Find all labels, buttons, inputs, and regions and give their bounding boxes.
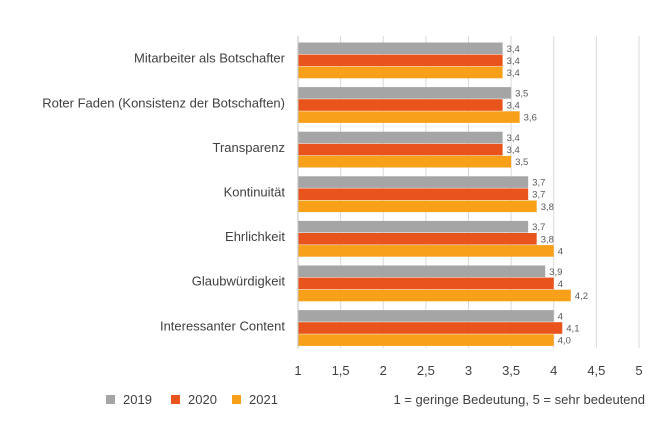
data-label: 3,4 <box>507 145 520 156</box>
legend-item-2021: 2021 <box>232 392 278 407</box>
data-label: 3,4 <box>507 56 520 67</box>
data-label: 3,8 <box>541 234 554 245</box>
bar <box>298 155 512 168</box>
legend-swatch-2021 <box>232 395 241 404</box>
category-label: Transparenz <box>213 140 286 155</box>
bar <box>298 277 554 290</box>
bar <box>298 245 554 257</box>
data-label: 4,1 <box>566 324 579 335</box>
bar <box>298 334 554 346</box>
x-tick-label: 4 <box>550 363 557 378</box>
x-tick-label: 2 <box>380 363 387 378</box>
bar <box>298 233 537 245</box>
bar <box>298 66 503 79</box>
legend-label-2019: 2019 <box>123 392 152 407</box>
bar <box>298 111 520 123</box>
legend-swatch-2020 <box>171 395 180 404</box>
x-tick-label: 1 <box>294 363 301 378</box>
bar <box>298 188 529 200</box>
bar <box>298 99 503 111</box>
legend: 2019 2020 2021 1 = geringe Bedeutung, 5 … <box>0 392 667 412</box>
data-label: 4,0 <box>558 336 571 347</box>
bar <box>298 54 503 67</box>
category-label: Kontinuität <box>224 185 286 200</box>
x-tick-label: 3,5 <box>502 363 520 378</box>
bar <box>298 322 563 334</box>
category-label: Interessanter Content <box>160 318 285 333</box>
data-label: 3,7 <box>532 222 545 233</box>
bar <box>298 220 529 233</box>
category-label: Ehrlichkeit <box>225 229 285 244</box>
bar <box>298 176 529 188</box>
legend-item-2019: 2019 <box>106 392 152 407</box>
legend-label-2020: 2020 <box>188 392 217 407</box>
x-tick-label: 1,5 <box>332 363 350 378</box>
x-tick-label: 3 <box>465 363 472 378</box>
legend-label-2021: 2021 <box>249 392 278 407</box>
data-label: 3,4 <box>507 133 520 144</box>
legend-swatch-2019 <box>106 395 115 404</box>
data-label: 3,6 <box>524 113 537 124</box>
bar <box>298 131 503 144</box>
data-label: 3,8 <box>541 202 554 213</box>
data-label: 3,4 <box>507 68 520 79</box>
data-label: 3,7 <box>532 178 545 189</box>
legend-item-2020: 2020 <box>171 392 217 407</box>
data-label: 4 <box>558 311 563 322</box>
scale-note: 1 = geringe Bedeutung, 5 = sehr bedeuten… <box>393 392 645 407</box>
data-label: 3,4 <box>507 101 520 112</box>
bar <box>298 200 537 213</box>
bar <box>298 289 571 302</box>
category-label: Mitarbeiter als Botschafter <box>134 51 286 66</box>
data-label: 4 <box>558 246 563 257</box>
data-label: 3,9 <box>549 267 562 278</box>
x-tick-label: 5 <box>635 363 642 378</box>
category-label: Glaubwürdigkeit <box>192 274 286 289</box>
data-label: 3,4 <box>507 44 520 55</box>
data-label: 3,5 <box>515 157 528 168</box>
bar <box>298 42 503 55</box>
bar <box>298 310 554 322</box>
x-tick-label: 4,5 <box>587 363 605 378</box>
bar <box>298 143 503 156</box>
bar <box>298 87 512 99</box>
data-label: 4 <box>558 279 563 290</box>
data-label: 4,2 <box>575 291 588 302</box>
x-tick-label: 2,5 <box>417 363 435 378</box>
data-label: 3,7 <box>532 190 545 201</box>
bar <box>298 265 546 278</box>
category-label: Roter Faden (Konsistenz der Botschaften) <box>42 95 285 110</box>
data-label: 3,5 <box>515 88 528 99</box>
